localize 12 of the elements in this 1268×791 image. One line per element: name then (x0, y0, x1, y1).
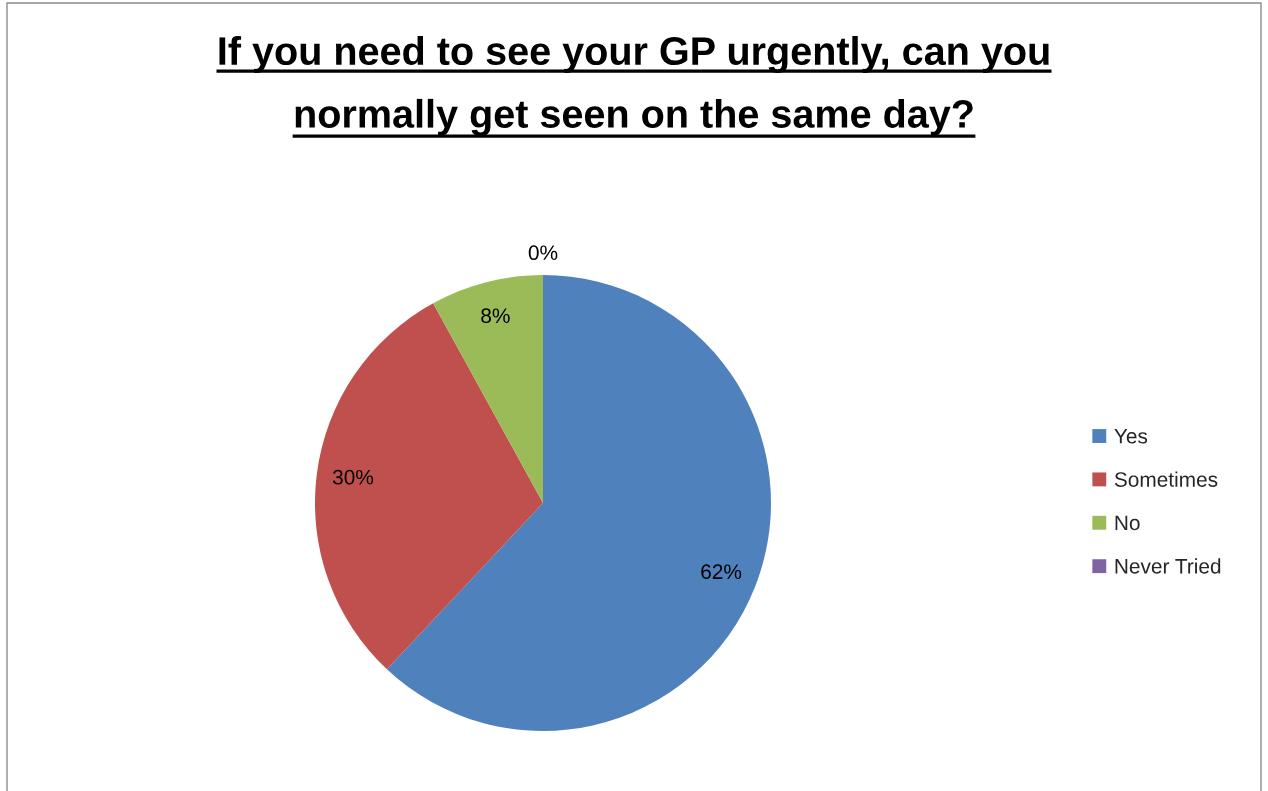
data-label: 8% (481, 308, 510, 324)
legend-label: Yes (1114, 428, 1148, 444)
data-label: 62% (701, 564, 742, 580)
pie-slice (386, 275, 771, 731)
legend-label: No (1115, 515, 1140, 531)
chart-title: If you need to see your GP urgently, can you normally get seen on the same day? (219, 36, 1049, 136)
legend-label: Sometimes (1114, 471, 1218, 487)
legend-label: Never Tried (1115, 558, 1221, 574)
pie-slice (433, 275, 543, 503)
text: 0% (528, 245, 558, 261)
pie-slice (315, 303, 543, 670)
data-label: 30% (332, 469, 374, 485)
